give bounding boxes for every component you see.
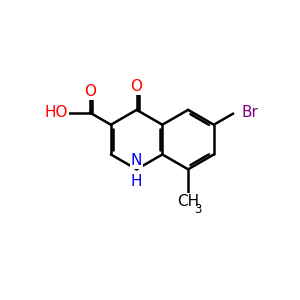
Text: HO: HO — [45, 105, 68, 120]
Text: 3: 3 — [194, 203, 202, 216]
Text: H: H — [131, 174, 142, 189]
Text: O: O — [130, 79, 142, 94]
Text: CH: CH — [177, 194, 199, 209]
Text: O: O — [84, 84, 96, 99]
Text: N: N — [131, 153, 142, 168]
Text: Br: Br — [242, 105, 258, 120]
